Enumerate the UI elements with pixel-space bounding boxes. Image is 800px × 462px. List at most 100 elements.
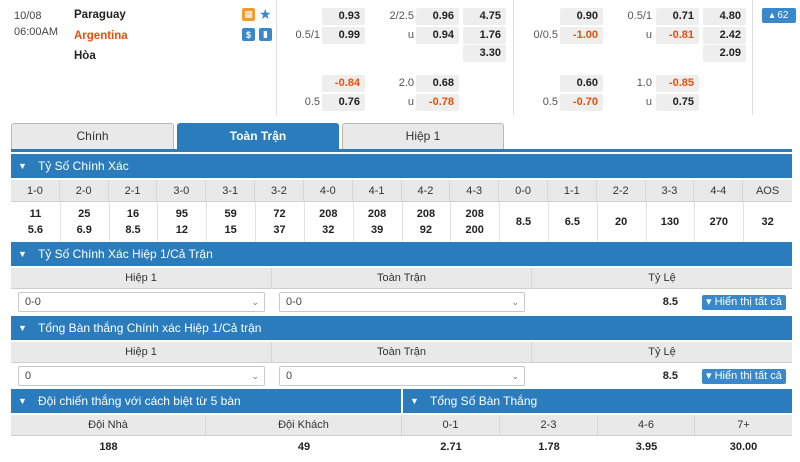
score-odds-cell[interactable]: 8.5 [515,216,532,228]
score-header-cell: 0-0 [499,180,548,202]
ht-hdp-away-odds[interactable]: 0.76 [322,94,365,111]
score-odds-cell[interactable]: 37 [273,224,286,236]
section-correct-score[interactable]: ▼ Tỷ Số Chính Xác [11,154,792,178]
hdp-away-odds[interactable]: 0.99 [322,27,365,44]
away-margin-odds[interactable]: 49 [297,441,311,453]
x12-home-odds[interactable]: 4.75 [463,8,506,25]
favorite-star-icon[interactable]: ★ [259,6,272,22]
score-odds-cell[interactable]: 208 [367,208,387,220]
score-odds-cell[interactable]: 72 [273,208,286,220]
collapse-icon[interactable]: ▼ [18,323,27,333]
away-team[interactable]: Argentina [74,30,128,42]
score-odds-cell[interactable]: 20 [615,216,628,228]
ht-goals-select[interactable]: 0 ⌄ [18,366,265,386]
ft-goals-select[interactable]: 0 ⌄ [279,366,525,386]
goals-7plus-odds[interactable]: 30.00 [729,441,758,453]
tab-full-time[interactable]: Toàn Trận [177,123,339,149]
ht2-hdp-away-odds[interactable]: -0.70 [560,94,603,111]
more-bets-button[interactable]: ▴ 62 [762,8,796,23]
section-total-goals-htft[interactable]: ▼ Tổng Bàn thắng Chính xác Hiệp 1/Cả trậ… [11,316,792,340]
tab-main[interactable]: Chính [11,123,174,149]
score-odds-cell[interactable]: 200 [465,224,484,236]
collapse-icon[interactable]: ▼ [18,396,27,406]
hdp-home-odds[interactable]: 0.93 [322,8,365,25]
draw-label: Hòa [74,50,96,62]
htft-ratio[interactable]: 8.5 [662,296,678,308]
x12-draw-odds[interactable]: 3.30 [463,45,506,62]
score-odds-cell[interactable]: 208 [319,208,338,220]
ht2-ou-over-odds[interactable]: -0.85 [656,75,699,92]
ht-score-select[interactable]: 0-0 ⌄ [18,292,265,312]
stats-icon[interactable]: ▮ [259,28,272,41]
tab-first-half[interactable]: Hiệp 1 [342,123,504,149]
home-margin-odds[interactable]: 188 [99,441,118,453]
show-all-button[interactable]: ▾ Hiển thị tất cả [702,295,786,310]
section-winning-margin[interactable]: ▼ Đội chiến thắng với cách biệt từ 5 bàn [11,389,401,413]
ht2-ou-under-label: u [645,96,652,108]
ht2-hdp-line: 0.5 [542,96,558,108]
ht-hdp-line: 0.5 [304,96,320,108]
ht2-hdp-home-odds[interactable]: 0.60 [560,75,603,92]
score-odds-cell[interactable]: 6.9 [76,224,92,236]
ht-ou-over-odds[interactable]: 0.68 [416,75,459,92]
column-divider [401,202,403,242]
home-team[interactable]: Paraguay [74,9,126,21]
score-odds-cell[interactable]: 16 [126,208,140,220]
score-odds-cell[interactable]: 95 [175,208,188,220]
score-odds-cell[interactable]: 6.5 [564,216,580,228]
score-odds-cell[interactable]: 32 [322,224,335,236]
score-odds-cell[interactable]: 25 [78,208,91,220]
col-away: Đội Khách [206,415,402,436]
score-odds-cell[interactable]: 39 [370,224,384,236]
show-all-button[interactable]: ▾ Hiển thị tất cả [702,369,786,384]
score-odds-cell[interactable]: 92 [419,224,433,236]
ft2-x12-home-odds[interactable]: 4.80 [703,8,746,25]
section-total-goals[interactable]: ▼ Tổng Số Bàn Thắng [403,389,792,413]
goals-4-6-odds[interactable]: 3.95 [635,441,658,453]
score-header-cell: 4-2 [402,180,451,202]
ht-ou-under-odds[interactable]: -0.78 [416,94,459,111]
ou-over-odds[interactable]: 0.96 [416,8,459,25]
score-odds-cell[interactable]: 270 [709,216,728,228]
score-odds-cell[interactable]: 8.5 [125,224,141,236]
column-divider [547,202,549,242]
ft2-hdp-home-odds[interactable]: 0.90 [560,8,603,25]
goals-0-1-odds[interactable]: 2.71 [440,441,462,453]
collapse-icon[interactable]: ▼ [18,161,27,171]
ft2-ou-over-odds[interactable]: 0.71 [656,8,699,25]
x12-away-odds[interactable]: 1.76 [463,27,506,44]
score-odds-cell[interactable]: 208 [465,208,484,220]
score-odds-cell[interactable]: 32 [761,216,774,228]
ht2-ou-under-odds[interactable]: 0.75 [656,94,699,111]
score-odds-cell[interactable]: 208 [416,208,436,220]
goals-2-3-odds[interactable]: 1.78 [538,441,560,453]
score-odds-cell[interactable]: 130 [660,216,680,228]
score-odds-cell[interactable]: 11 [29,208,42,220]
ft2-hdp-line: 0/0.5 [533,29,558,41]
column-divider [499,202,501,242]
hdp-line: 0.5/1 [295,29,320,41]
score-odds-cell[interactable]: 15 [224,224,237,236]
column-divider [596,202,598,242]
score-odds-cell[interactable]: 12 [175,224,188,236]
section-htft-score[interactable]: ▼ Tỷ Số Chính Xác Hiệp 1/Cả Trận [11,242,792,266]
ht-hdp-home-odds[interactable]: -0.84 [322,75,365,92]
htft-header: Hiệp 1 Toàn Trận Tỷ Lệ [11,268,792,289]
total-goals-ratio[interactable]: 8.5 [662,370,678,382]
column-divider [450,202,452,242]
dollar-icon[interactable]: $ [242,28,255,41]
collapse-icon[interactable]: ▼ [18,249,27,259]
ft2-x12-draw-odds[interactable]: 2.09 [703,45,746,62]
score-odds-cell[interactable]: 5.6 [27,224,44,236]
ft2-ou-under-odds[interactable]: -0.81 [656,27,699,44]
ft2-hdp-away-odds[interactable]: -1.00 [560,27,603,44]
score-odds-cell[interactable]: 59 [224,208,237,220]
col-goals-7plus: 7+ [695,415,792,436]
ou-under-odds[interactable]: 0.94 [416,27,459,44]
ou-under-label: u [407,29,414,41]
collapse-icon[interactable]: ▼ [410,396,419,406]
ft2-x12-away-odds[interactable]: 2.42 [703,27,746,44]
field-icon[interactable]: ▦ [242,8,255,21]
ft-score-select[interactable]: 0-0 ⌄ [279,292,525,312]
section-title: Đội chiến thắng với cách biệt từ 5 bàn [38,394,241,408]
